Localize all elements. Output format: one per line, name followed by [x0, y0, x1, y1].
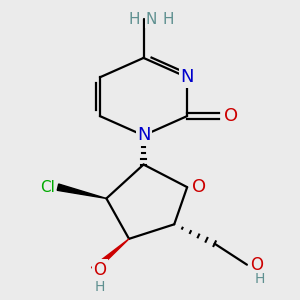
Text: O: O [94, 260, 106, 278]
Text: O: O [250, 256, 263, 274]
Polygon shape [57, 184, 106, 199]
Text: H: H [129, 12, 140, 27]
Text: O: O [192, 178, 206, 196]
Text: N: N [137, 127, 150, 145]
Text: Cl: Cl [40, 180, 55, 195]
Text: O: O [224, 107, 239, 125]
Polygon shape [92, 239, 129, 272]
Text: H: H [255, 272, 266, 286]
Text: N: N [146, 12, 157, 27]
Text: N: N [180, 68, 194, 86]
Text: H: H [163, 12, 174, 27]
Text: H: H [95, 280, 106, 294]
